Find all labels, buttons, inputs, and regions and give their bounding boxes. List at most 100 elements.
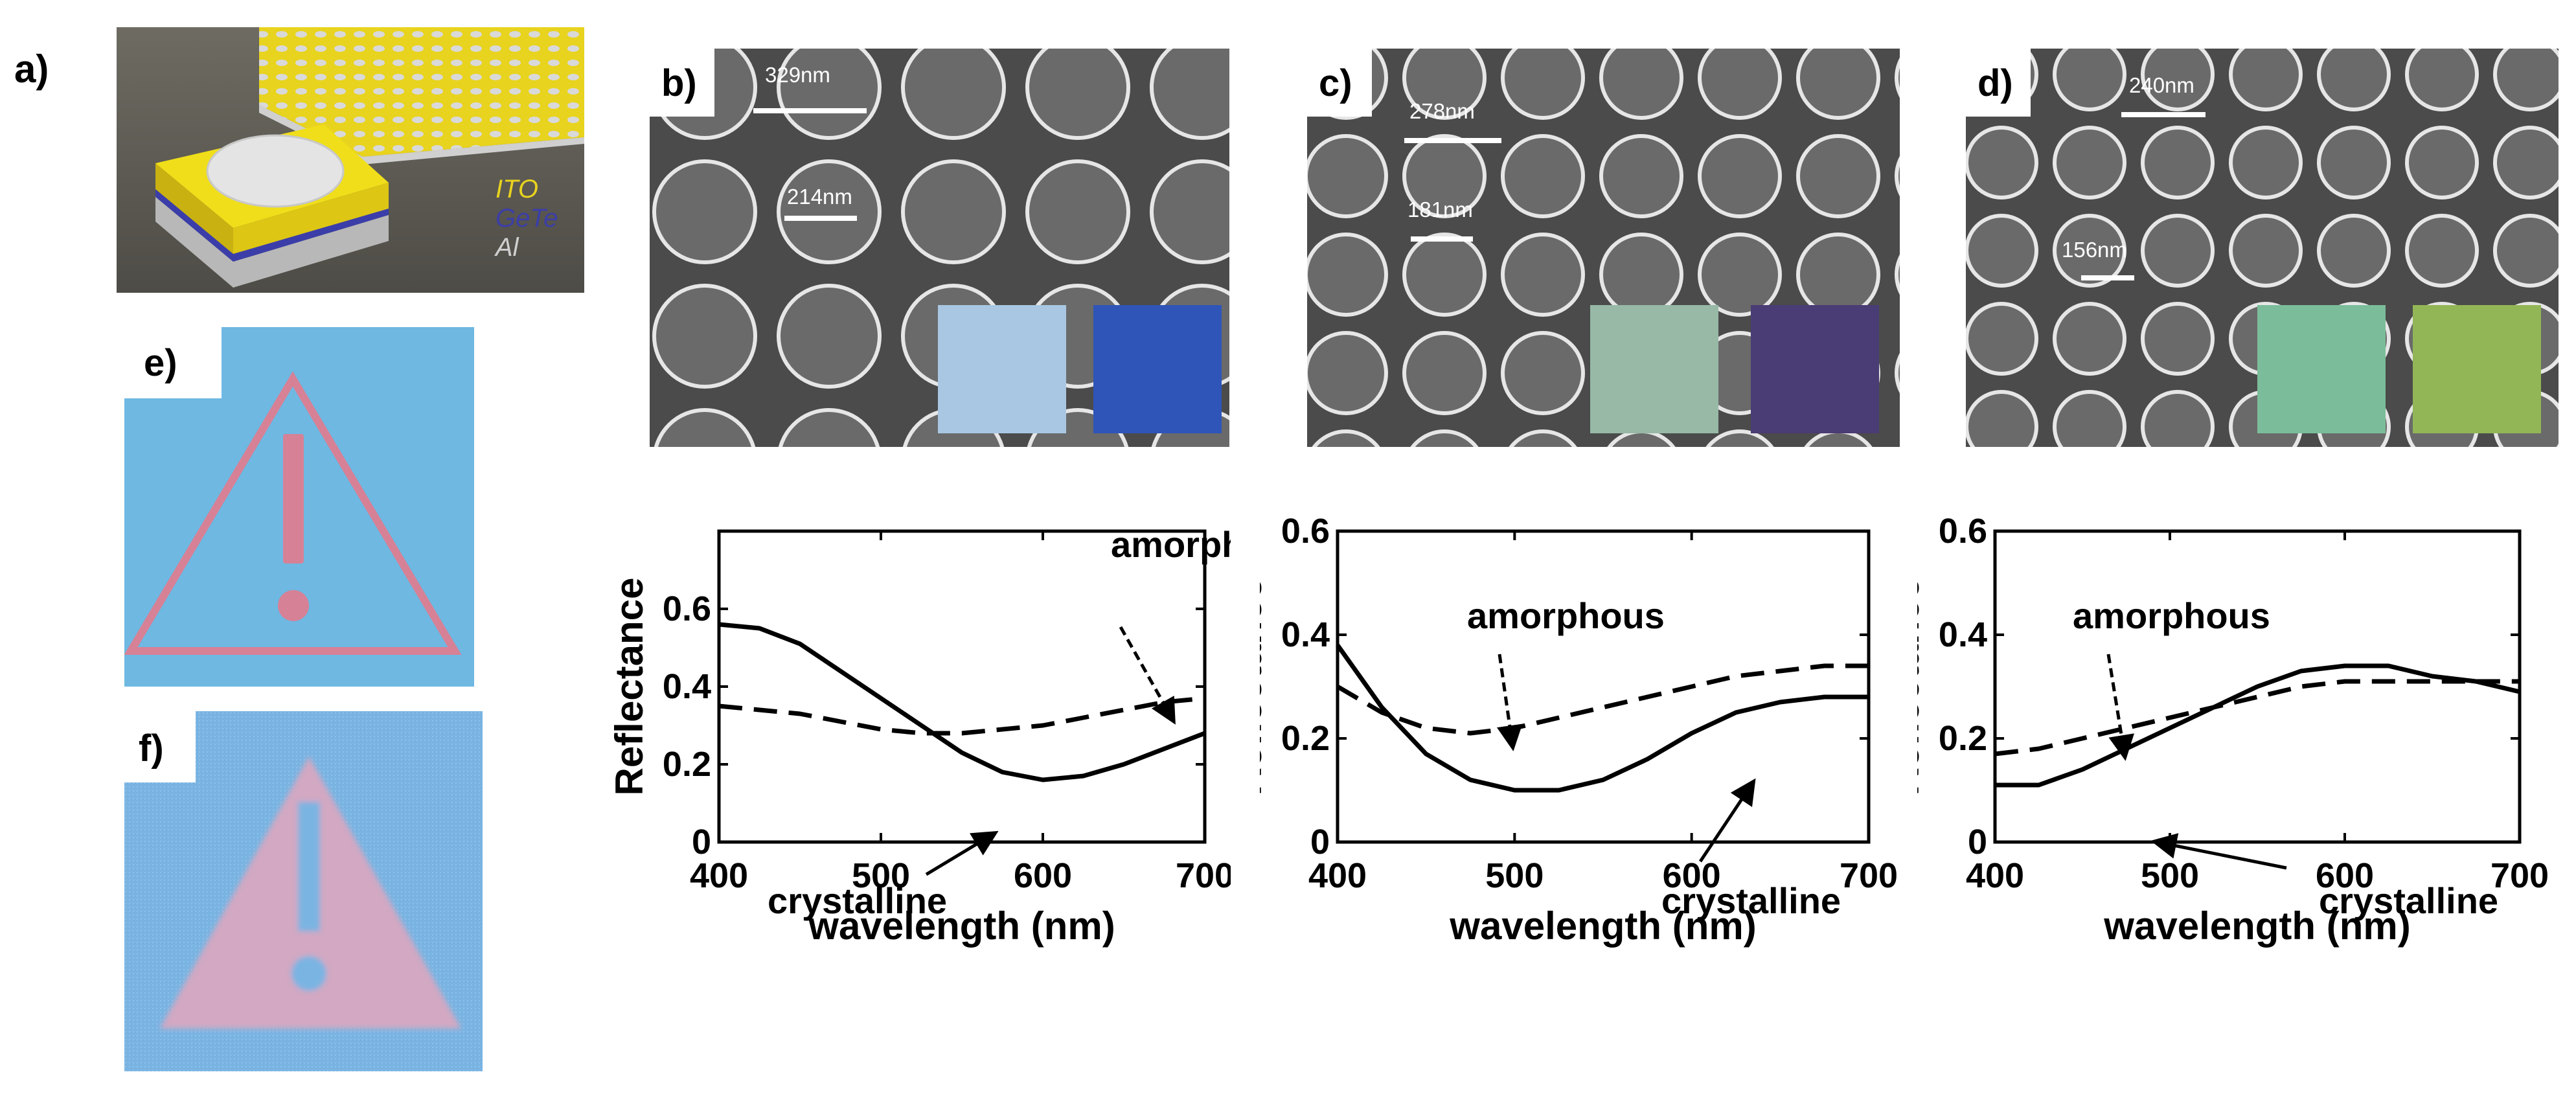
device-schematic: ITO GeTe Al: [117, 27, 584, 293]
panel-label-e: e): [144, 342, 177, 384]
nanodisk: [1150, 49, 1229, 140]
annotation-crystalline: crystalline: [768, 880, 947, 921]
series-line-amorphous: [1336, 663, 1869, 736]
y-tick-label: 0.6: [663, 589, 711, 628]
layer-label-gete: GeTe: [496, 204, 558, 233]
nanodisk: [2405, 214, 2479, 288]
sem-image-c: c) 278nm 181nm: [1307, 49, 1900, 447]
nanodisk: [1312, 429, 1380, 447]
arrow-crystalline: [2150, 833, 2287, 870]
nanodisk: [654, 408, 756, 447]
nanodisk: [2229, 126, 2303, 199]
y-tick-label: 0.6: [1281, 512, 1330, 551]
nanodisk: [1410, 429, 1479, 447]
y-tick-label: 0.4: [1281, 615, 1330, 654]
scale-label-c-2: 181nm: [1408, 198, 1473, 222]
nanodisk: [1307, 233, 1388, 317]
nanodisk: [1501, 49, 1585, 120]
nanodisk: [1796, 233, 1880, 317]
annotation-amorphous: amorphous: [1111, 524, 1231, 565]
color-swatch-b-crystalline: [1093, 305, 1222, 433]
color-swatch-c-crystalline: [1751, 305, 1879, 433]
arrow-amorphous: [2106, 654, 2134, 761]
layer-label-ito: ITO: [496, 175, 538, 203]
nanodisk: [1501, 331, 1585, 415]
nanodisk: [777, 49, 882, 140]
nanodisk: [652, 159, 757, 264]
panel-tag-f: f): [124, 711, 196, 782]
series-line-amorphous: [1994, 679, 2520, 757]
nanodisk: [2053, 390, 2126, 447]
nanodisk: [1698, 233, 1782, 317]
y-tick-label: 0.2: [663, 745, 711, 784]
series-line-crystalline: [718, 622, 1206, 782]
annotation-amorphous: amorphous: [1467, 595, 1665, 636]
y-axis-label: Reflectance: [609, 578, 651, 796]
y-tick-label: 0: [1968, 823, 1987, 861]
x-axis-label: wavelength (nm): [2103, 904, 2410, 948]
nanodisk: [901, 49, 1006, 140]
designed-sign-image: e): [124, 327, 474, 687]
scale-bar-b-2: [784, 216, 857, 221]
nanodisk: [2141, 49, 2215, 111]
scale-label-d-1: 240nm: [2129, 73, 2194, 97]
arrow-amorphous: [1496, 654, 1523, 751]
y-tick-label: 0.4: [663, 667, 711, 706]
x-axis-label: wavelength (nm): [1449, 904, 1756, 948]
reflectance-chart-c: 400 500 600 700 0 0.2 0.4 0.6 wavelength (nm) Ref…: [1260, 512, 1898, 948]
layer-label-al: Al: [496, 233, 519, 262]
nanodisk: [1895, 254, 1900, 295]
annotation-amorphous: amorphous: [2073, 595, 2270, 636]
nanodisk: [2493, 49, 2559, 111]
annotation-crystalline: crystalline: [1661, 880, 1841, 921]
nanodisk: [1402, 233, 1487, 317]
x-tick-label: 500: [852, 856, 910, 895]
scale-label-b-1: 329nm: [765, 63, 830, 87]
annotation-crystalline: crystalline: [2319, 880, 2498, 921]
series-line-crystalline: [1336, 643, 1869, 793]
color-swatch-b-amorphous: [938, 305, 1066, 433]
scale-label-d-2: 156nm: [2062, 238, 2127, 262]
nanodisk: [1599, 134, 1683, 218]
nanodisk: [2141, 214, 2215, 288]
x-axis-label: wavelength (nm): [808, 904, 1115, 948]
nanodisk: [2317, 214, 2391, 288]
nanodisk: [2141, 390, 2215, 447]
nanodisk: [2053, 214, 2126, 288]
y-tick-label: 0: [1310, 823, 1330, 861]
nanodisk: [1501, 134, 1585, 218]
scale-label-b-2: 214nm: [787, 185, 852, 209]
panel-label-c: c): [1319, 62, 1352, 104]
y-tick-label: 0.6: [1939, 512, 1987, 551]
nanodisk: [2053, 49, 2126, 111]
panel-label-f: f): [139, 727, 164, 769]
nanodisk: [1966, 214, 2038, 288]
panel-tag-e: e): [124, 327, 222, 398]
arrow-crystalline: [1698, 778, 1756, 863]
nanodisk: [1402, 331, 1487, 415]
x-tick-label: 500: [2141, 856, 2199, 895]
nanodisk: [2493, 214, 2559, 288]
nanodisk: [778, 408, 880, 447]
x-tick-label: 700: [1176, 856, 1231, 895]
scale-bar-c-2: [1411, 236, 1473, 242]
arrow-crystalline: [925, 830, 999, 876]
nanodisk: [2141, 126, 2215, 199]
x-tick-label: 500: [1485, 856, 1544, 895]
nanodisk: [1966, 126, 2038, 199]
nanodisk: [1705, 429, 1774, 447]
nanodisk: [1966, 390, 2038, 447]
nanodisk: [1698, 134, 1782, 218]
nanodisk: [777, 284, 882, 389]
y-tick-label: 0.2: [1281, 719, 1330, 758]
x-tick-label: 600: [2316, 856, 2374, 895]
nanodisk: [1501, 233, 1585, 317]
nanodisk: [2141, 302, 2215, 376]
nanodisk: [1796, 134, 1880, 218]
plot-frame: [1336, 529, 1871, 844]
panel-tag-b: b): [650, 49, 714, 117]
x-tick-label: 700: [1840, 856, 1898, 895]
plot-frame: [1993, 529, 2522, 844]
scale-bar-d-1: [2121, 112, 2206, 117]
nanodisk: [1796, 49, 1880, 120]
